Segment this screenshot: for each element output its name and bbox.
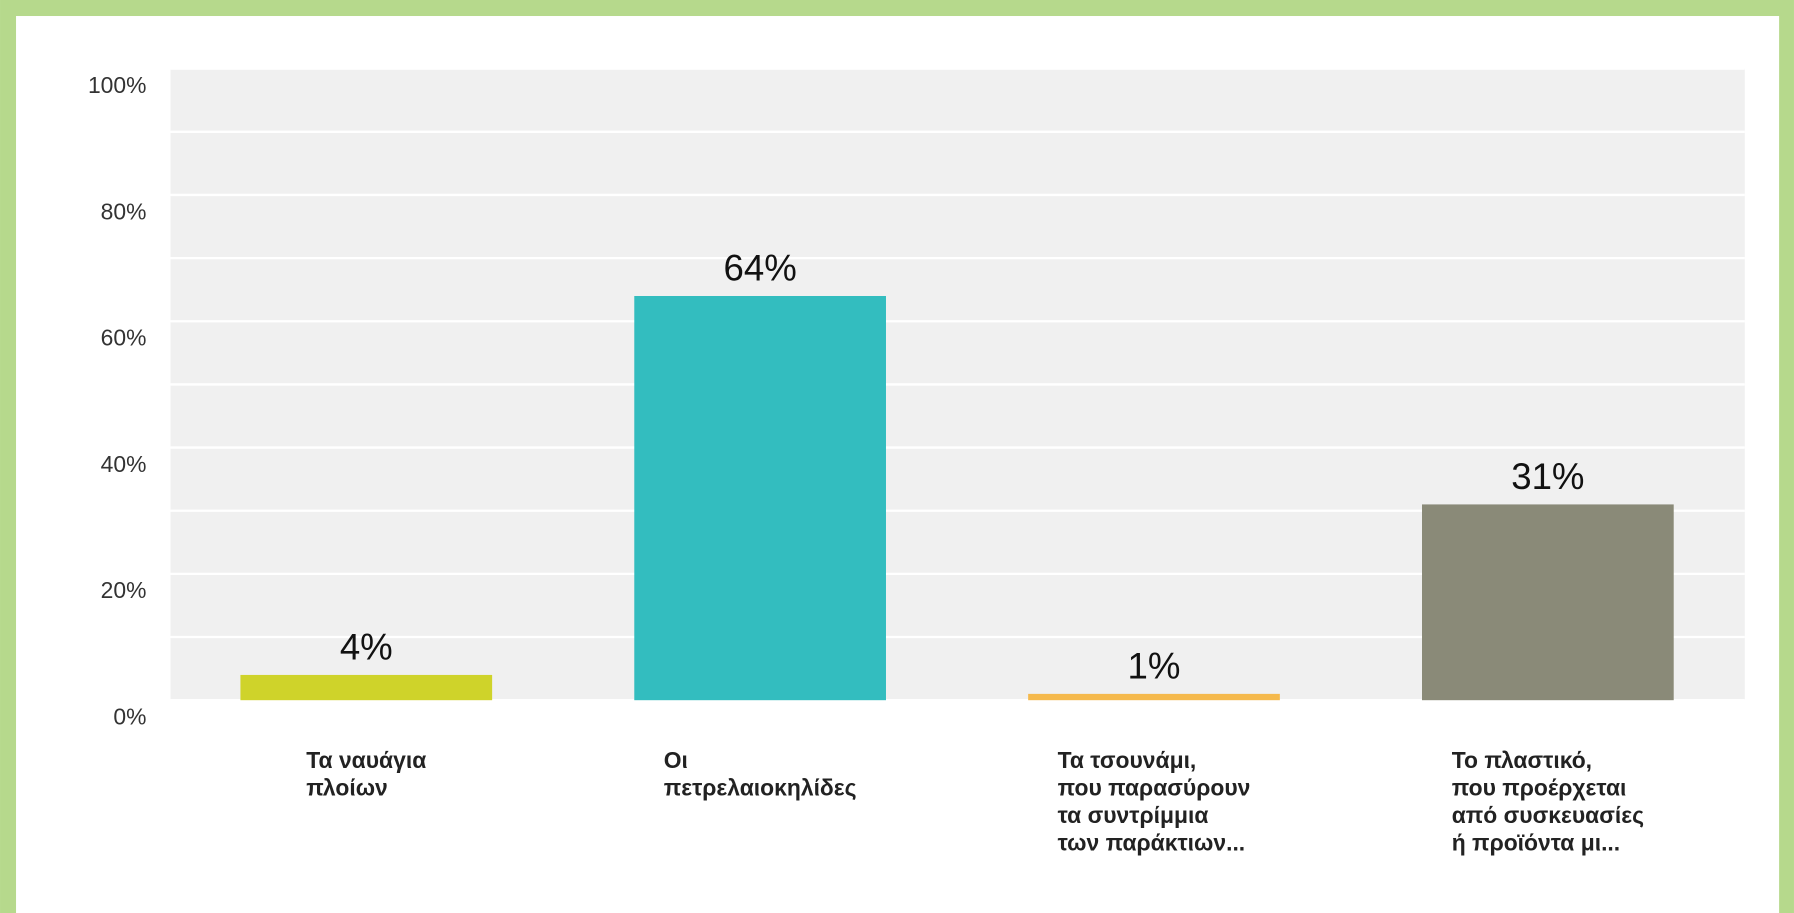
x-tick-label: ή προϊόντα μι...	[1452, 829, 1620, 855]
value-label: 31%	[1511, 456, 1584, 497]
bar	[240, 674, 493, 701]
x-tick-label: των παράκτιων...	[1058, 829, 1246, 855]
bar	[634, 296, 886, 701]
x-tick-label: που προέρχεται	[1452, 774, 1627, 800]
x-tick-label: από συσκευασίες	[1452, 802, 1644, 828]
y-tick-label: 80%	[101, 198, 147, 224]
x-tick-label: Το πλαστικό,	[1452, 747, 1592, 773]
value-label: 64%	[723, 248, 796, 289]
bar	[1422, 504, 1674, 701]
y-tick-label: 40%	[101, 451, 147, 477]
x-tick-label: πετρελαιοκηλίδες	[664, 774, 857, 800]
x-tick-label: τα συντρίμμια	[1058, 802, 1209, 828]
y-tick-label: 0%	[113, 704, 146, 730]
x-tick-label: Οι	[664, 747, 688, 773]
x-tick-label: που παρασύρουν	[1058, 774, 1251, 800]
bar	[1028, 693, 1280, 701]
x-tick-label: Τα ναυάγια	[306, 747, 426, 773]
x-tick-label: Τα τσουνάμι,	[1058, 747, 1197, 773]
value-label: 1%	[1128, 645, 1181, 686]
y-tick-label: 20%	[101, 577, 147, 603]
value-label: 4%	[340, 626, 393, 667]
x-tick-label: πλοίων	[306, 774, 387, 800]
y-tick-label: 100%	[88, 72, 147, 98]
y-tick-label: 60%	[101, 325, 147, 351]
